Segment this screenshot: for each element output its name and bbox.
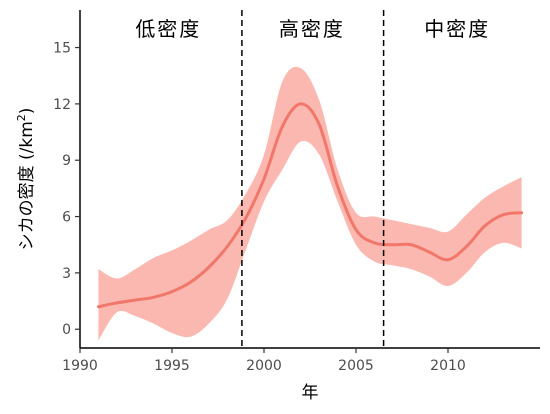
period-label: 中密度 [424,17,490,41]
x-tick-label: 1995 [154,358,190,374]
plot-area [96,10,524,348]
y-axis-title-superscript: 2 [15,114,28,121]
y-tick-label: 12 [53,97,71,113]
period-label: 高密度 [279,17,345,41]
labels: 低密度 高密度 中密度 [135,17,490,41]
y-tick-label: 3 [62,266,71,282]
x-tick-label: 2010 [430,358,466,374]
x-tick-label: 2005 [338,358,374,374]
x-tick-label: 1990 [62,358,98,374]
axes: 0 3 6 9 12 15 1990 1995 2000 2005 2010 年 シカの密度 (/km2… [15,10,540,403]
y-tick-label: 15 [53,41,71,57]
density-trend-line [96,102,524,309]
y-tick-label: 9 [62,153,71,169]
y-axis-title-main: シカの密度 (/km [17,121,37,250]
y-tick-label: 0 [62,322,71,338]
x-tick-label: 2000 [246,358,282,374]
period-label: 低密度 [135,17,201,41]
y-axis-title-close: ) [17,108,37,115]
y-axis-title: シカの密度 (/km2) [15,108,37,251]
y-tick-label: 6 [62,210,71,226]
x-axis-title: 年 [302,383,319,403]
